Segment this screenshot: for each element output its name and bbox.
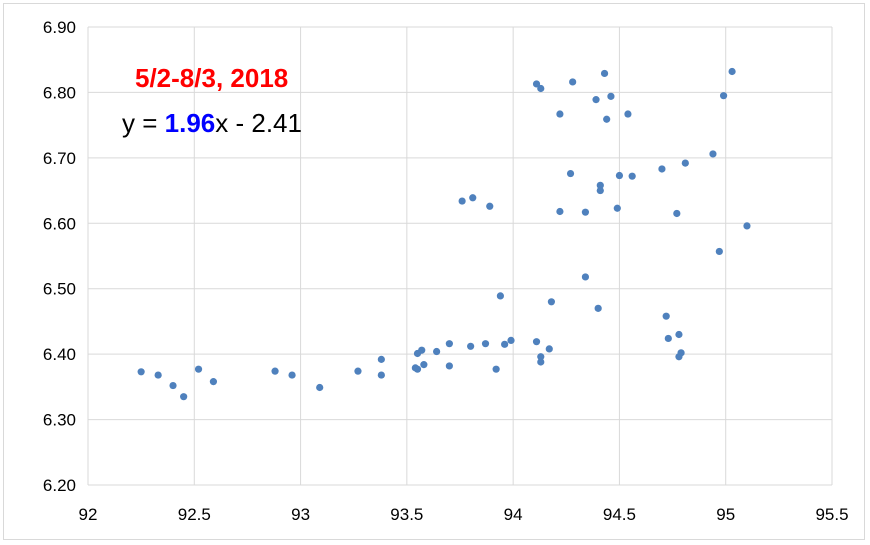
data-point	[743, 222, 751, 230]
data-point	[537, 353, 545, 361]
x-axis-tick-labels: 92 92.5 93 93.5 94 94.5 95 95.5	[79, 505, 849, 524]
data-point	[677, 349, 685, 357]
data-point	[592, 96, 600, 104]
equation-prefix: y =	[122, 108, 165, 138]
data-point	[137, 368, 145, 376]
data-point	[709, 150, 717, 158]
regression-equation: y = 1.96x - 2.41	[122, 108, 302, 138]
y-tick-label: 6.90	[43, 18, 76, 37]
x-tick-label: 94.5	[603, 505, 636, 524]
data-point	[569, 78, 577, 86]
data-point	[545, 345, 553, 353]
data-point	[556, 207, 564, 216]
y-tick-label: 6.60	[43, 214, 76, 233]
x-tick-label: 93	[291, 505, 310, 524]
data-point	[377, 371, 385, 379]
data-point	[316, 383, 324, 392]
data-point	[728, 67, 736, 76]
y-tick-label: 6.80	[43, 83, 76, 102]
x-tick-label: 92	[79, 505, 98, 524]
data-point	[501, 340, 509, 348]
data-point	[433, 347, 441, 356]
data-point	[600, 69, 609, 78]
data-point	[547, 298, 556, 306]
data-point	[194, 365, 203, 373]
annotation-group: 5/2-8/3, 2018 y = 1.96x - 2.41	[122, 63, 302, 138]
x-tick-label: 95	[716, 505, 735, 524]
data-point	[458, 197, 466, 205]
data-point	[715, 247, 723, 256]
equation-suffix: x - 2.41	[215, 108, 302, 138]
data-point	[658, 165, 666, 173]
data-point	[481, 340, 490, 348]
data-point	[180, 393, 188, 401]
x-tick-label: 92.5	[178, 505, 211, 524]
data-points	[137, 67, 751, 401]
data-point	[596, 186, 604, 195]
data-point	[603, 115, 611, 123]
y-tick-label: 6.30	[43, 411, 76, 430]
data-point	[566, 169, 575, 178]
y-tick-label: 6.50	[43, 280, 76, 299]
data-point	[662, 312, 670, 320]
data-point	[556, 110, 564, 118]
data-point	[209, 378, 218, 386]
date-range-annotation: 5/2-8/3, 2018	[135, 63, 288, 93]
data-point	[467, 342, 475, 350]
data-point	[581, 273, 590, 281]
x-tick-label: 95.5	[815, 505, 848, 524]
data-point	[581, 208, 590, 216]
data-point	[354, 367, 362, 375]
data-point	[413, 365, 422, 373]
gridlines	[87, 26, 833, 486]
data-point	[445, 340, 453, 348]
y-tick-label: 6.40	[43, 345, 76, 364]
data-point	[607, 92, 615, 100]
y-tick-label: 6.20	[43, 476, 76, 495]
data-point	[628, 172, 636, 180]
data-point	[681, 159, 689, 167]
data-point	[537, 358, 545, 366]
y-axis-tick-labels: 6.20 6.30 6.40 6.50 6.60 6.70 6.80 6.90	[43, 18, 76, 495]
data-point	[537, 84, 545, 93]
data-point	[664, 334, 672, 343]
data-point	[492, 365, 500, 373]
data-point	[418, 346, 426, 354]
data-point	[496, 292, 504, 300]
data-point	[507, 336, 515, 345]
data-point	[469, 194, 477, 202]
data-point	[673, 209, 681, 218]
data-point	[613, 204, 621, 212]
y-tick-label: 6.70	[43, 149, 76, 168]
data-point	[596, 181, 604, 189]
x-tick-label: 93.5	[390, 505, 423, 524]
equation-slope: 1.96	[165, 108, 216, 138]
data-point	[594, 304, 602, 312]
data-point	[288, 371, 296, 379]
data-point	[154, 371, 162, 379]
data-point	[420, 361, 428, 369]
data-point	[624, 110, 632, 118]
data-point	[169, 381, 177, 390]
data-point	[532, 80, 541, 88]
data-point	[675, 330, 683, 339]
data-point	[445, 362, 453, 370]
data-point	[532, 338, 541, 346]
data-point	[719, 92, 728, 100]
data-point	[615, 171, 624, 180]
data-point	[271, 367, 279, 375]
data-point	[486, 202, 494, 210]
data-point	[377, 355, 385, 363]
x-tick-label: 94	[504, 505, 523, 524]
